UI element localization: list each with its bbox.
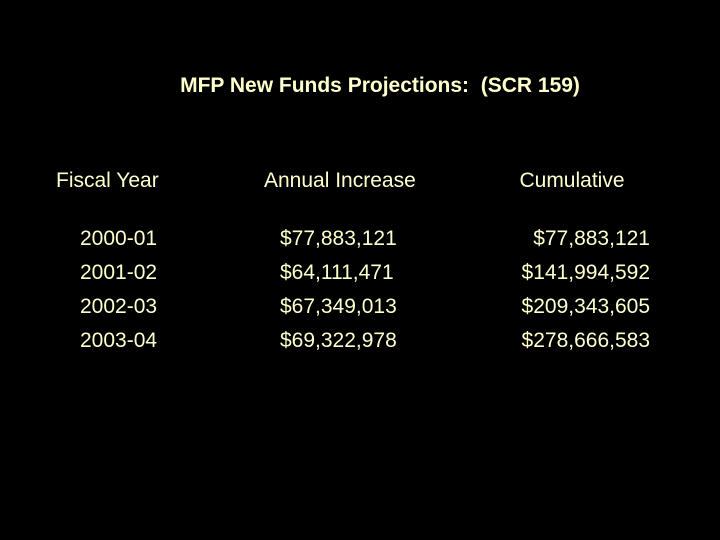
cumulative-cell: $209,343,605: [521, 295, 650, 318]
fiscal-year-cell: 2000-01: [80, 227, 158, 250]
annual-increase-column: Annual Increase $77,883,121 $64,111,471 …: [248, 164, 468, 358]
annual-increase-header: Annual Increase: [264, 169, 416, 192]
fiscal-year-header: Fiscal Year: [56, 169, 159, 192]
annual-increase-cell: $64,111,471: [280, 261, 394, 284]
annual-increase-cell: $67,349,013: [280, 295, 397, 318]
cumulative-cell: $278,666,583: [521, 329, 650, 352]
fiscal-year-cell: 2002-03: [80, 295, 158, 318]
cumulative-column: Cumulative $77,883,121 $141,994,592 $209…: [480, 164, 650, 358]
fiscal-year-cell: 2001-02: [80, 261, 158, 284]
slide-title: MFP New Funds Projections: (SCR 159): [180, 74, 580, 97]
fiscal-year-cell: 2003-04: [80, 329, 158, 352]
cumulative-cell: $77,883,121: [533, 227, 650, 250]
cumulative-cell: $141,994,592: [521, 261, 650, 284]
annual-increase-cell: $69,322,978: [280, 329, 397, 352]
cumulative-header: Cumulative: [519, 169, 625, 192]
annual-increase-cell: $77,883,121: [280, 227, 397, 250]
fiscal-year-column: Fiscal Year 2000-01 2001-02 2002-03 2003…: [56, 164, 206, 358]
